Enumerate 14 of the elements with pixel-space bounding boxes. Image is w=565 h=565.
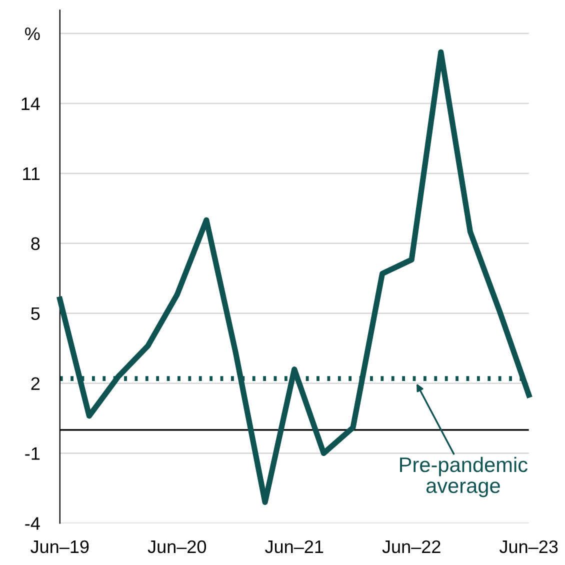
y-tick-label: 8	[31, 237, 40, 250]
x-tick-label: Jun–19	[30, 540, 89, 554]
y-tick-label: 14	[22, 98, 40, 110]
annotation: Pre-pandemic average	[400, 456, 528, 498]
y-tick-label: -4	[25, 517, 40, 530]
x-tick-label: Jun–22	[382, 540, 440, 554]
y-tick-label: %	[25, 28, 40, 40]
y-tick-label: 11	[23, 168, 40, 180]
x-tick-label: Jun–20	[148, 540, 206, 554]
y-tick-label: 2	[31, 377, 40, 390]
y-tick-label: 5	[31, 307, 40, 320]
y-tick-label: -1	[25, 447, 40, 460]
x-tick-label: Jun–21	[265, 540, 324, 554]
x-tick-label: Jun–23	[500, 540, 558, 554]
